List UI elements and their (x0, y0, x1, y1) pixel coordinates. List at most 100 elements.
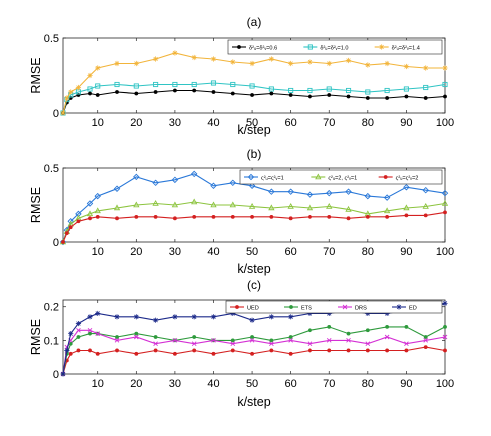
x-tick-label: 80 (362, 246, 374, 258)
data-point (153, 214, 158, 219)
series-1 (59, 198, 449, 245)
data-point (403, 86, 409, 92)
y-tick-label: 0.5 (44, 33, 59, 45)
data-point (87, 314, 93, 320)
data-point (365, 328, 370, 333)
data-point (326, 86, 332, 92)
data-point (385, 96, 390, 100)
data-point (250, 351, 254, 356)
data-point (384, 87, 390, 94)
y-tick-label: 0 (53, 237, 59, 249)
chart-panel-1: (b) 10 20 30 40 50 60 70 80 90 100 0 0.5 k/step RMSE ς²… (29, 147, 454, 276)
x-axis-label: k/step (237, 395, 270, 409)
data-point (441, 199, 449, 206)
data-point (327, 214, 332, 219)
x-tick-label: 10 (92, 246, 104, 258)
data-point (404, 94, 409, 99)
x-tick-label: 90 (400, 246, 412, 258)
data-point (133, 83, 139, 89)
data-point (288, 87, 294, 94)
data-point (113, 185, 121, 192)
data-point (114, 81, 120, 88)
legend-marker (307, 44, 313, 50)
data-point (133, 314, 139, 320)
data-point (383, 194, 391, 201)
data-point (365, 62, 371, 68)
data-point (229, 201, 236, 208)
x-tick-label: 70 (323, 117, 335, 129)
data-point (76, 219, 81, 224)
chart-title: (c) (247, 278, 261, 292)
chart-title: (a) (247, 15, 262, 29)
legend-label: ς²ᵤ=2, ς²ᵥ=1 (328, 176, 357, 182)
data-point (385, 214, 390, 219)
series-line (62, 89, 446, 114)
data-point (88, 331, 92, 336)
data-point (385, 325, 390, 329)
data-point (250, 214, 254, 219)
x-tick-label: 20 (130, 246, 142, 258)
legend: δ²ᵤ=δ²ᵥ=0.6 δ²ᵤ=δ²ᵥ=1.0 δ²ᵤ=δ²ᵥ=1.4 (227, 39, 443, 55)
data-point (326, 189, 333, 197)
data-point (403, 184, 410, 191)
x-tick-label: 50 (246, 246, 258, 258)
data-point (249, 338, 255, 343)
data-point (191, 81, 197, 88)
data-point (114, 314, 120, 320)
data-point (306, 191, 314, 198)
data-point (326, 310, 332, 317)
data-point (153, 317, 159, 323)
y-tick-label: 0 (53, 108, 59, 120)
data-point (423, 345, 428, 349)
data-point (404, 341, 409, 347)
data-point (308, 328, 312, 333)
series-2 (60, 50, 448, 116)
data-point (422, 186, 429, 194)
x-tick-label: 90 (400, 117, 412, 129)
data-point (442, 81, 448, 88)
data-point (423, 84, 429, 91)
data-point (113, 204, 121, 211)
data-point (268, 204, 275, 211)
data-point (443, 325, 447, 329)
series-line (62, 52, 445, 114)
x-tick-label: 10 (92, 117, 104, 129)
legend-label: ς²ᵤ=ς²ᵥ=2 (396, 176, 419, 182)
data-point (442, 65, 448, 71)
x-tick-label: 50 (246, 117, 258, 129)
data-point (171, 176, 179, 184)
series-1 (60, 80, 448, 116)
data-point (230, 341, 236, 347)
data-point (172, 351, 177, 356)
data-point (346, 348, 351, 353)
data-point (192, 348, 197, 353)
data-point (307, 87, 313, 94)
data-point (134, 351, 139, 356)
data-point (345, 205, 352, 212)
data-point (441, 189, 449, 197)
data-point (307, 59, 313, 65)
data-point (86, 210, 94, 217)
series-line (62, 173, 446, 243)
data-point (443, 210, 447, 215)
data-point (345, 87, 352, 94)
data-point (346, 331, 351, 336)
data-point (88, 216, 92, 221)
x-tick-label: 70 (323, 246, 335, 258)
data-point (191, 314, 197, 320)
series-line (62, 211, 446, 243)
data-point (115, 216, 119, 221)
y-tick-label: 0.5 (44, 163, 59, 175)
data-point (365, 341, 371, 347)
data-point (308, 94, 312, 99)
data-point (94, 192, 101, 200)
data-point (327, 348, 332, 353)
data-point (269, 338, 274, 343)
y-axis-label: RMSE (29, 187, 43, 223)
data-point (75, 84, 82, 91)
data-point (134, 331, 139, 336)
data-point (288, 314, 294, 320)
data-point (248, 182, 256, 189)
x-tick-label: 80 (362, 378, 374, 390)
series-0 (59, 170, 449, 246)
